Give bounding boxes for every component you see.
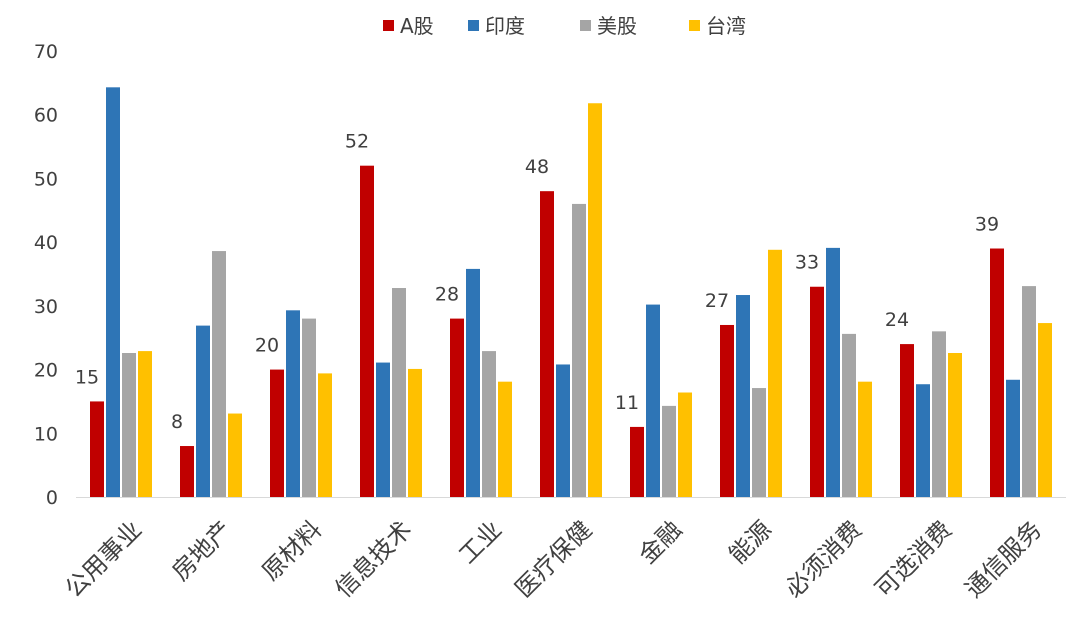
x-tick-label: 通信服务 bbox=[960, 515, 1048, 603]
bar bbox=[646, 304, 660, 497]
bar bbox=[662, 405, 676, 497]
x-tick-label: 房地产 bbox=[167, 515, 238, 586]
data-label: 39 bbox=[975, 214, 999, 236]
bar bbox=[858, 381, 872, 497]
bar bbox=[196, 325, 210, 497]
legend-swatch bbox=[689, 20, 700, 31]
bar bbox=[90, 401, 104, 497]
data-label: 48 bbox=[525, 156, 549, 178]
bar bbox=[1038, 323, 1052, 497]
bar bbox=[212, 251, 226, 497]
x-tick-label: 可选消费 bbox=[870, 515, 958, 603]
bar bbox=[990, 248, 1004, 497]
bar bbox=[286, 310, 300, 497]
y-tick-label: 50 bbox=[34, 168, 58, 190]
bar bbox=[916, 384, 930, 497]
data-label: 15 bbox=[75, 366, 99, 388]
bar bbox=[1022, 286, 1036, 497]
bar bbox=[138, 351, 152, 497]
data-label: 52 bbox=[345, 131, 369, 153]
bar bbox=[588, 103, 602, 497]
data-labels: 15 8 20 52 28 48 11 27 33 24 39 bbox=[75, 131, 999, 433]
y-tick-label: 20 bbox=[34, 360, 58, 382]
y-tick-label: 0 bbox=[46, 487, 58, 509]
legend-label: A股 bbox=[400, 14, 434, 38]
bar bbox=[180, 446, 194, 497]
x-tick-label: 金融 bbox=[634, 515, 688, 569]
data-label: 27 bbox=[705, 290, 729, 312]
data-label: 11 bbox=[615, 392, 639, 414]
legend-label: 印度 bbox=[485, 14, 525, 38]
bar bbox=[556, 364, 570, 497]
bar bbox=[932, 331, 946, 497]
x-tick-label: 原材料 bbox=[257, 515, 328, 586]
data-label: 20 bbox=[255, 335, 279, 357]
bar bbox=[482, 351, 496, 497]
bar bbox=[318, 373, 332, 497]
bar bbox=[302, 318, 316, 497]
bar bbox=[360, 165, 374, 497]
y-tick-label: 30 bbox=[34, 296, 58, 318]
x-axis: 公用事业 房地产 原材料 信息技术 工业 医疗保健 金融 能源 必须消费 可选消费 通信服务 bbox=[60, 497, 1066, 603]
bar bbox=[630, 426, 644, 497]
bar bbox=[376, 362, 390, 497]
x-tick-label: 公用事业 bbox=[60, 515, 148, 603]
legend-swatch bbox=[580, 20, 591, 31]
bar bbox=[106, 87, 120, 498]
bar bbox=[122, 353, 136, 497]
bar bbox=[408, 368, 422, 497]
legend-label: 台湾 bbox=[706, 14, 746, 38]
bar bbox=[498, 381, 512, 497]
x-tick-label: 工业 bbox=[454, 515, 508, 569]
data-label: 28 bbox=[435, 284, 459, 306]
bar bbox=[826, 247, 840, 497]
bar bbox=[450, 318, 464, 497]
legend-swatch bbox=[383, 20, 394, 31]
y-tick-label: 40 bbox=[34, 232, 58, 254]
bar bbox=[392, 288, 406, 497]
bars bbox=[90, 87, 1052, 498]
bar bbox=[270, 369, 284, 497]
bar bbox=[736, 295, 750, 497]
data-label: 24 bbox=[885, 309, 909, 331]
bar bbox=[948, 353, 962, 497]
legend-swatch bbox=[468, 20, 479, 31]
legend-label: 美股 bbox=[597, 14, 637, 38]
y-tick-label: 70 bbox=[34, 41, 58, 63]
y-tick-label: 60 bbox=[34, 105, 58, 127]
y-axis: 0 10 20 30 40 50 60 70 bbox=[34, 41, 58, 509]
bar bbox=[842, 333, 856, 497]
bar bbox=[768, 249, 782, 497]
data-label: 33 bbox=[795, 252, 819, 274]
legend: A股 印度 美股 台湾 bbox=[383, 14, 746, 38]
bar bbox=[1006, 379, 1020, 497]
bar bbox=[572, 203, 586, 497]
data-label: 8 bbox=[171, 411, 183, 433]
bar bbox=[720, 324, 734, 497]
bar bbox=[678, 392, 692, 497]
x-tick-label: 信息技术 bbox=[330, 515, 418, 603]
x-tick-label: 能源 bbox=[724, 515, 778, 569]
x-tick-label: 医疗保健 bbox=[510, 515, 598, 603]
bar bbox=[228, 413, 242, 497]
bar bbox=[810, 286, 824, 497]
bar bbox=[540, 191, 554, 497]
bar bbox=[900, 344, 914, 497]
bar bbox=[752, 388, 766, 497]
y-tick-label: 10 bbox=[34, 423, 58, 445]
bar bbox=[466, 268, 480, 497]
x-tick-label: 必须消费 bbox=[780, 515, 868, 603]
